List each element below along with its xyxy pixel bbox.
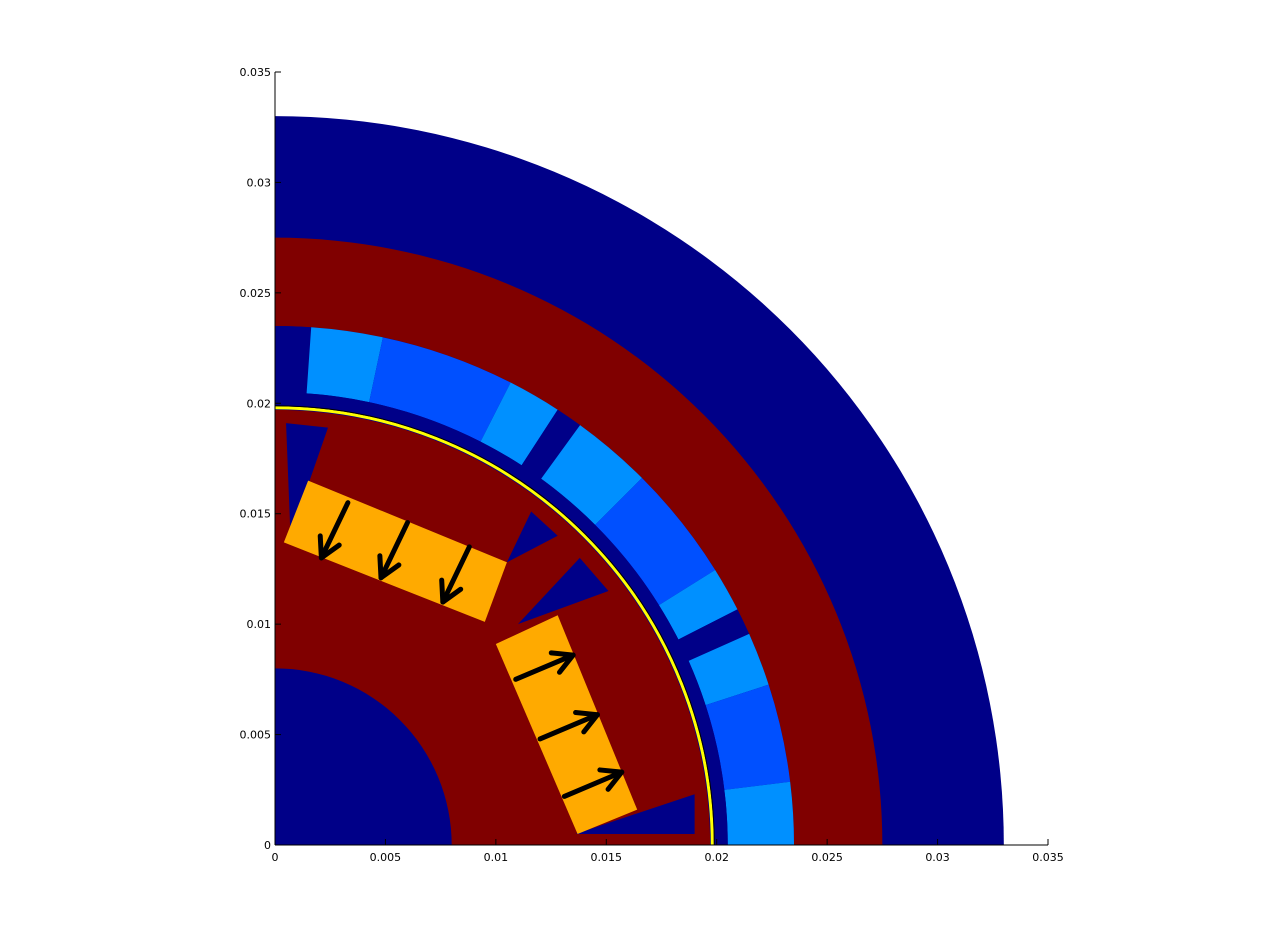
arrow-shaft xyxy=(378,520,411,581)
axes-layer: 0 0.005 0.01 0.015 0.02 0.025 0.03 0.035 0 0.005 0… xyxy=(240,66,1064,864)
arrow-head xyxy=(439,577,464,605)
arrow-head xyxy=(317,533,342,561)
arrow-head xyxy=(377,553,402,581)
magnetization-arrow xyxy=(317,500,351,561)
arrow-shaft xyxy=(318,500,351,561)
coil-segment xyxy=(541,425,642,525)
coil-segment xyxy=(369,337,511,442)
rotor-pocket xyxy=(517,557,609,625)
rotor-pocket xyxy=(286,423,329,536)
arrow-head xyxy=(573,710,600,735)
magnetization-arrow xyxy=(377,520,411,581)
y-tick-label: 0.005 xyxy=(240,729,272,742)
y-tick-label: 0.01 xyxy=(247,618,272,631)
x-tick-label: 0.03 xyxy=(925,851,950,864)
magnetization-arrow xyxy=(561,767,625,799)
y-tick-label: 0.035 xyxy=(240,66,272,79)
coil-segment xyxy=(688,633,769,706)
coil-segment xyxy=(595,478,716,606)
coil-segment xyxy=(724,781,795,845)
coil-segment xyxy=(480,382,558,466)
y-tick-label: 0.015 xyxy=(240,508,272,521)
coil-segment xyxy=(275,326,312,394)
shaft xyxy=(275,668,452,845)
arrow-shaft xyxy=(561,769,625,799)
arrow-head xyxy=(597,767,625,792)
x-tick-label: 0.025 xyxy=(811,851,843,864)
rotor-pocket xyxy=(575,794,695,834)
y-tick-label: 0.03 xyxy=(247,176,272,189)
arrow-shaft xyxy=(440,544,472,605)
airgap-outline xyxy=(275,405,715,846)
magnetization-arrow xyxy=(513,650,576,682)
coil-segment xyxy=(705,684,791,790)
magnetization-arrow xyxy=(439,544,472,605)
x-tick-label: 0.005 xyxy=(370,851,402,864)
coil-segment xyxy=(521,409,581,479)
airgap-line xyxy=(275,406,714,846)
coil-segment xyxy=(658,569,738,640)
x-tick-label: 0.02 xyxy=(704,851,729,864)
x-tick-label: 0.035 xyxy=(1032,851,1064,864)
arrow-head xyxy=(548,650,576,675)
geometry-layer xyxy=(275,116,1004,846)
y-tick-label: 0 xyxy=(264,839,271,852)
x-tick-label: 0.015 xyxy=(591,851,623,864)
x-tick-label: 0 xyxy=(272,851,279,864)
magnetization-arrow xyxy=(537,710,600,742)
coil-segment xyxy=(678,609,750,661)
y-tick-label: 0.025 xyxy=(240,287,272,300)
arrow-shaft xyxy=(513,652,576,682)
y-tick-label: 0.02 xyxy=(247,397,272,410)
coil-segment xyxy=(306,327,383,403)
arrow-shaft xyxy=(537,712,600,742)
x-tick-label: 0.01 xyxy=(484,851,509,864)
rotor-pocket xyxy=(506,511,558,563)
